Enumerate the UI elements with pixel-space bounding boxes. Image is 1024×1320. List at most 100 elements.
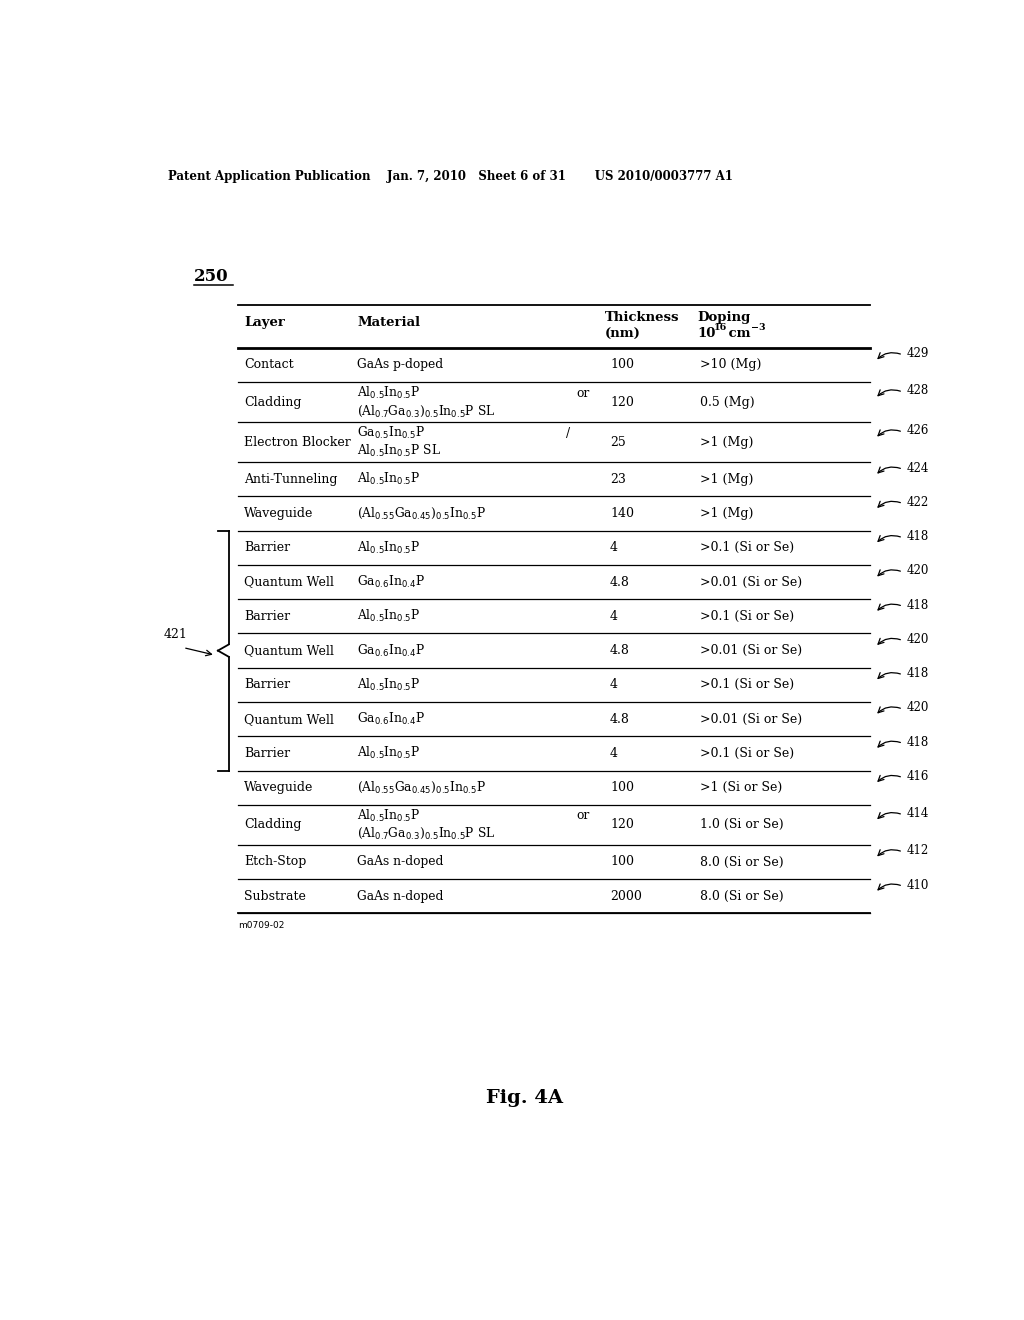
Text: Al$_{0.5}$In$_{0.5}$P: Al$_{0.5}$In$_{0.5}$P bbox=[357, 808, 421, 824]
Text: Al$_{0.5}$In$_{0.5}$P: Al$_{0.5}$In$_{0.5}$P bbox=[357, 471, 421, 487]
Text: >1 (Si or Se): >1 (Si or Se) bbox=[700, 781, 782, 795]
Text: or: or bbox=[575, 387, 589, 400]
Text: Quantum Well: Quantum Well bbox=[245, 713, 334, 726]
Text: or: or bbox=[575, 809, 589, 822]
Text: Layer: Layer bbox=[245, 315, 285, 329]
Text: >0.1 (Si or Se): >0.1 (Si or Se) bbox=[700, 678, 794, 692]
Text: 4.8: 4.8 bbox=[610, 713, 630, 726]
Text: Al$_{0.5}$In$_{0.5}$P: Al$_{0.5}$In$_{0.5}$P bbox=[357, 385, 421, 401]
Text: Ga$_{0.6}$In$_{0.4}$P: Ga$_{0.6}$In$_{0.4}$P bbox=[357, 643, 425, 659]
Text: Cladding: Cladding bbox=[245, 396, 302, 409]
Text: 421: 421 bbox=[164, 627, 187, 640]
Text: 100: 100 bbox=[610, 359, 634, 371]
Text: >0.1 (Si or Se): >0.1 (Si or Se) bbox=[700, 747, 794, 760]
Text: 420: 420 bbox=[907, 565, 929, 577]
Text: >1 (Mg): >1 (Mg) bbox=[700, 473, 754, 486]
Text: 1.0 (Si or Se): 1.0 (Si or Se) bbox=[700, 818, 783, 832]
Text: 4: 4 bbox=[610, 541, 618, 554]
Text: 422: 422 bbox=[907, 496, 929, 510]
Text: >0.01 (Si or Se): >0.01 (Si or Se) bbox=[700, 576, 802, 589]
Text: Etch-Stop: Etch-Stop bbox=[245, 855, 306, 869]
Text: 16: 16 bbox=[715, 322, 727, 331]
Text: 23: 23 bbox=[610, 473, 626, 486]
Text: Patent Application Publication    Jan. 7, 2010   Sheet 6 of 31       US 2010/000: Patent Application Publication Jan. 7, 2… bbox=[168, 170, 733, 183]
Text: Doping: Doping bbox=[697, 310, 751, 323]
Text: 416: 416 bbox=[907, 770, 929, 783]
Text: cm: cm bbox=[724, 327, 751, 341]
Text: Al$_{0.5}$In$_{0.5}$P: Al$_{0.5}$In$_{0.5}$P bbox=[357, 540, 421, 556]
Text: Barrier: Barrier bbox=[245, 747, 291, 760]
Text: (Al$_{0.7}$Ga$_{0.3}$)$_{0.5}$In$_{0.5}$P SL: (Al$_{0.7}$Ga$_{0.3}$)$_{0.5}$In$_{0.5}$… bbox=[357, 826, 496, 841]
Text: GaAs n-doped: GaAs n-doped bbox=[357, 890, 443, 903]
Text: 426: 426 bbox=[907, 425, 929, 437]
Text: >0.01 (Si or Se): >0.01 (Si or Se) bbox=[700, 644, 802, 657]
Text: 4: 4 bbox=[610, 747, 618, 760]
Text: 414: 414 bbox=[907, 807, 929, 820]
Text: 424: 424 bbox=[907, 462, 929, 475]
Text: Ga$_{0.6}$In$_{0.4}$P: Ga$_{0.6}$In$_{0.4}$P bbox=[357, 711, 425, 727]
Text: Electron Blocker: Electron Blocker bbox=[245, 436, 351, 449]
Text: 0.5 (Mg): 0.5 (Mg) bbox=[700, 396, 755, 409]
Text: 418: 418 bbox=[907, 531, 929, 543]
Text: Thickness: Thickness bbox=[604, 310, 679, 323]
Text: 412: 412 bbox=[907, 845, 929, 857]
Text: GaAs p-doped: GaAs p-doped bbox=[357, 359, 443, 371]
Text: Barrier: Barrier bbox=[245, 610, 291, 623]
Text: 120: 120 bbox=[610, 818, 634, 832]
Text: 4: 4 bbox=[610, 678, 618, 692]
Text: Waveguide: Waveguide bbox=[245, 507, 313, 520]
Text: GaAs n-doped: GaAs n-doped bbox=[357, 855, 443, 869]
Text: (Al$_{0.55}$Ga$_{0.45}$)$_{0.5}$In$_{0.5}$P: (Al$_{0.55}$Ga$_{0.45}$)$_{0.5}$In$_{0.5… bbox=[357, 506, 486, 521]
Text: (Al$_{0.7}$Ga$_{0.3}$)$_{0.5}$In$_{0.5}$P SL: (Al$_{0.7}$Ga$_{0.3}$)$_{0.5}$In$_{0.5}$… bbox=[357, 404, 496, 418]
Text: 418: 418 bbox=[907, 667, 929, 680]
Text: Barrier: Barrier bbox=[245, 541, 291, 554]
Text: >1 (Mg): >1 (Mg) bbox=[700, 507, 754, 520]
Text: Contact: Contact bbox=[245, 359, 294, 371]
Text: >10 (Mg): >10 (Mg) bbox=[700, 359, 761, 371]
Text: Fig. 4A: Fig. 4A bbox=[486, 1089, 563, 1107]
Text: Al$_{0.5}$In$_{0.5}$P: Al$_{0.5}$In$_{0.5}$P bbox=[357, 677, 421, 693]
Text: >0.1 (Si or Se): >0.1 (Si or Se) bbox=[700, 541, 794, 554]
Text: >0.01 (Si or Se): >0.01 (Si or Se) bbox=[700, 713, 802, 726]
Text: /: / bbox=[566, 426, 570, 440]
Text: Al$_{0.5}$In$_{0.5}$P: Al$_{0.5}$In$_{0.5}$P bbox=[357, 746, 421, 762]
Text: 10: 10 bbox=[697, 327, 716, 341]
Text: 120: 120 bbox=[610, 396, 634, 409]
Text: Al$_{0.5}$In$_{0.5}$P SL: Al$_{0.5}$In$_{0.5}$P SL bbox=[357, 444, 441, 459]
Text: 418: 418 bbox=[907, 735, 929, 748]
Text: 100: 100 bbox=[610, 855, 634, 869]
Text: −3: −3 bbox=[751, 322, 765, 331]
Text: Material: Material bbox=[357, 315, 421, 329]
Text: 250: 250 bbox=[194, 268, 228, 285]
Text: Cladding: Cladding bbox=[245, 818, 302, 832]
Text: Al$_{0.5}$In$_{0.5}$P: Al$_{0.5}$In$_{0.5}$P bbox=[357, 609, 421, 624]
Text: Quantum Well: Quantum Well bbox=[245, 576, 334, 589]
Text: >0.1 (Si or Se): >0.1 (Si or Se) bbox=[700, 610, 794, 623]
Text: (Al$_{0.55}$Ga$_{0.45}$)$_{0.5}$In$_{0.5}$P: (Al$_{0.55}$Ga$_{0.45}$)$_{0.5}$In$_{0.5… bbox=[357, 780, 486, 795]
Text: Ga$_{0.6}$In$_{0.4}$P: Ga$_{0.6}$In$_{0.4}$P bbox=[357, 574, 425, 590]
Text: 4: 4 bbox=[610, 610, 618, 623]
Text: 2000: 2000 bbox=[610, 890, 642, 903]
Text: 420: 420 bbox=[907, 634, 929, 645]
Text: 100: 100 bbox=[610, 781, 634, 795]
Text: Barrier: Barrier bbox=[245, 678, 291, 692]
Text: Quantum Well: Quantum Well bbox=[245, 644, 334, 657]
Text: 428: 428 bbox=[907, 384, 929, 397]
Text: (nm): (nm) bbox=[604, 327, 640, 341]
Text: 420: 420 bbox=[907, 701, 929, 714]
Text: Waveguide: Waveguide bbox=[245, 781, 313, 795]
Text: 8.0 (Si or Se): 8.0 (Si or Se) bbox=[700, 890, 783, 903]
Text: 418: 418 bbox=[907, 599, 929, 611]
Text: 8.0 (Si or Se): 8.0 (Si or Se) bbox=[700, 855, 783, 869]
Text: 4.8: 4.8 bbox=[610, 644, 630, 657]
Text: Substrate: Substrate bbox=[245, 890, 306, 903]
Text: 4.8: 4.8 bbox=[610, 576, 630, 589]
Text: m0709-02: m0709-02 bbox=[238, 921, 285, 931]
Text: 25: 25 bbox=[610, 436, 626, 449]
Text: >1 (Mg): >1 (Mg) bbox=[700, 436, 754, 449]
Text: 410: 410 bbox=[907, 879, 929, 891]
Text: Anti-Tunneling: Anti-Tunneling bbox=[245, 473, 338, 486]
Text: Ga$_{0.5}$In$_{0.5}$P: Ga$_{0.5}$In$_{0.5}$P bbox=[357, 425, 425, 441]
Text: 140: 140 bbox=[610, 507, 634, 520]
Text: 429: 429 bbox=[907, 347, 929, 360]
